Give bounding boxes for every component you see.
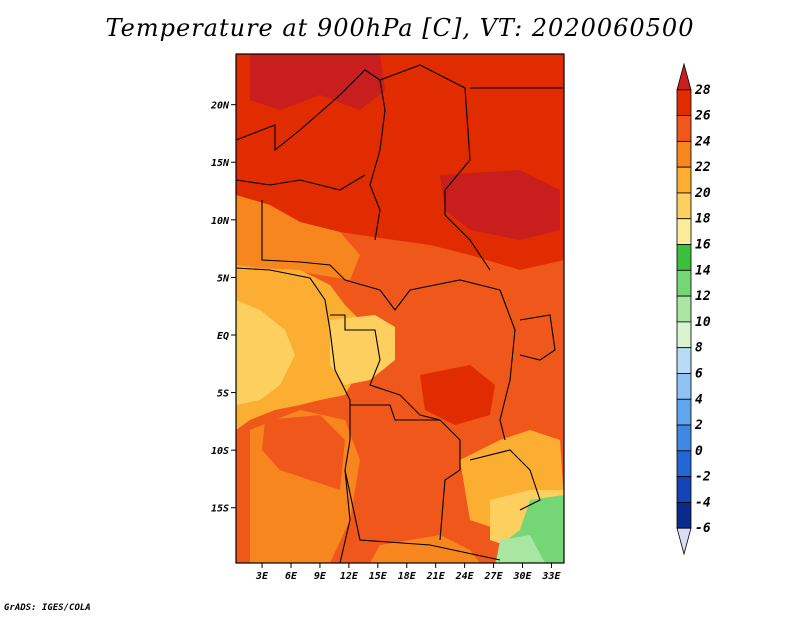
x-tick-label: 6E <box>285 571 298 582</box>
region-zambia <box>360 420 480 545</box>
region-highlands-green-light <box>496 535 545 563</box>
region-gulf-warm <box>236 195 360 280</box>
border-line-10 <box>344 469 501 561</box>
region-inland-yellow <box>330 315 400 385</box>
region-sahel-peak <box>440 170 560 240</box>
colorbar-label: 8 <box>695 341 703 356</box>
x-tick-label: 3E <box>255 571 269 582</box>
border-line-4 <box>236 174 366 191</box>
colorbar-label: 20 <box>694 186 711 201</box>
colorbar-label: 6 <box>695 366 703 381</box>
y-tick-label: 20N <box>210 101 230 112</box>
border-line-13 <box>469 449 541 511</box>
colorbar-swatch <box>676 269 692 297</box>
border-line-7 <box>330 314 401 396</box>
colorbar-label: 12 <box>695 289 711 304</box>
chart-title: Temperature at 900hPa [C], VT: 202006050… <box>105 14 695 42</box>
x-tick-label: 15E <box>369 571 388 582</box>
colorbar-label: -4 <box>695 495 711 510</box>
colorbar-swatch <box>676 450 692 478</box>
y-tick-label: 15S <box>211 504 229 515</box>
colorbar-swatch <box>676 373 692 400</box>
region-namibia-warm <box>262 415 345 490</box>
colorbar-swatch <box>676 424 692 452</box>
colorbar-label: 26 <box>694 109 711 124</box>
colorbar-label: 24 <box>694 134 711 149</box>
colorbar-label: -6 <box>695 521 711 536</box>
colorbar-label: 18 <box>695 212 711 227</box>
y-tick-label: 5S <box>217 389 229 400</box>
colorbar-label: 14 <box>695 263 711 278</box>
x-tick-label: 9E <box>314 571 327 582</box>
border-line-2 <box>379 64 491 271</box>
colorbar-label: 28 <box>694 83 711 98</box>
border-line-1 <box>236 69 386 241</box>
colorbar-swatch <box>676 295 692 323</box>
border-line-12 <box>519 314 556 361</box>
colorbar-swatch <box>676 140 692 168</box>
colorbar-swatch <box>676 244 692 271</box>
colorbar-label: 4 <box>695 392 703 407</box>
colorbar-swatch <box>676 502 692 529</box>
colorbar-label: 2 <box>694 418 703 433</box>
colorbar-label: 22 <box>694 160 711 175</box>
x-tick-label: 33E <box>541 571 561 582</box>
y-axis-ticks: 20N 15N 10N 5N EQ 5S 10S 15S <box>210 101 236 515</box>
x-tick-label: 21E <box>426 571 446 582</box>
colorbar-swatch <box>676 115 692 142</box>
colorbar-swatch <box>676 218 692 245</box>
colorbar-swatch <box>676 192 692 220</box>
colorbar-swatch <box>676 347 692 374</box>
x-tick-label: 18E <box>398 571 417 582</box>
colorbar-swatch <box>676 398 692 426</box>
colorbar-over-triangle <box>676 62 692 91</box>
y-tick-label: 10S <box>211 446 229 457</box>
region-north-hottest <box>250 54 385 110</box>
region-coast-coolest <box>236 300 295 405</box>
temperature-field <box>236 54 564 563</box>
region-south-orange <box>370 535 480 563</box>
x-axis-ticks: 3E 6E 9E 12E 15E 18E 21E 24E 27E 30E 33E <box>255 563 561 582</box>
border-line-5 <box>261 200 346 281</box>
x-tick-label: 24E <box>455 571 475 582</box>
region-congo-core <box>420 365 495 425</box>
border-line-6 <box>344 279 501 311</box>
y-tick-label: 10N <box>211 216 230 227</box>
colorbar-swatch <box>676 166 692 194</box>
border-line-8 <box>399 394 461 541</box>
grads-credit: GrADS: IGES/COLA <box>4 603 91 613</box>
x-tick-label: 27E <box>484 571 504 582</box>
colorbar-label: 0 <box>695 444 703 459</box>
country-borders <box>236 64 564 563</box>
colorbar-label: 16 <box>695 238 711 253</box>
y-tick-label: 15N <box>211 158 230 169</box>
border-line-9 <box>350 404 440 421</box>
colorbar-under-triangle <box>676 527 692 556</box>
colorbar-swatch <box>676 321 692 349</box>
colorbar-swatch <box>676 89 692 116</box>
colorbar-swatch <box>676 476 692 503</box>
y-tick-label: EQ <box>217 331 229 342</box>
colorbar-label: -2 <box>695 470 711 485</box>
x-tick-label: 12E <box>340 571 359 582</box>
border-line-11 <box>499 289 516 441</box>
colorbar-label: 10 <box>695 315 711 330</box>
map-frame <box>235 53 565 564</box>
y-tick-label: 5N <box>217 273 230 284</box>
coastline <box>236 267 351 563</box>
x-tick-label: 30E <box>512 571 532 582</box>
